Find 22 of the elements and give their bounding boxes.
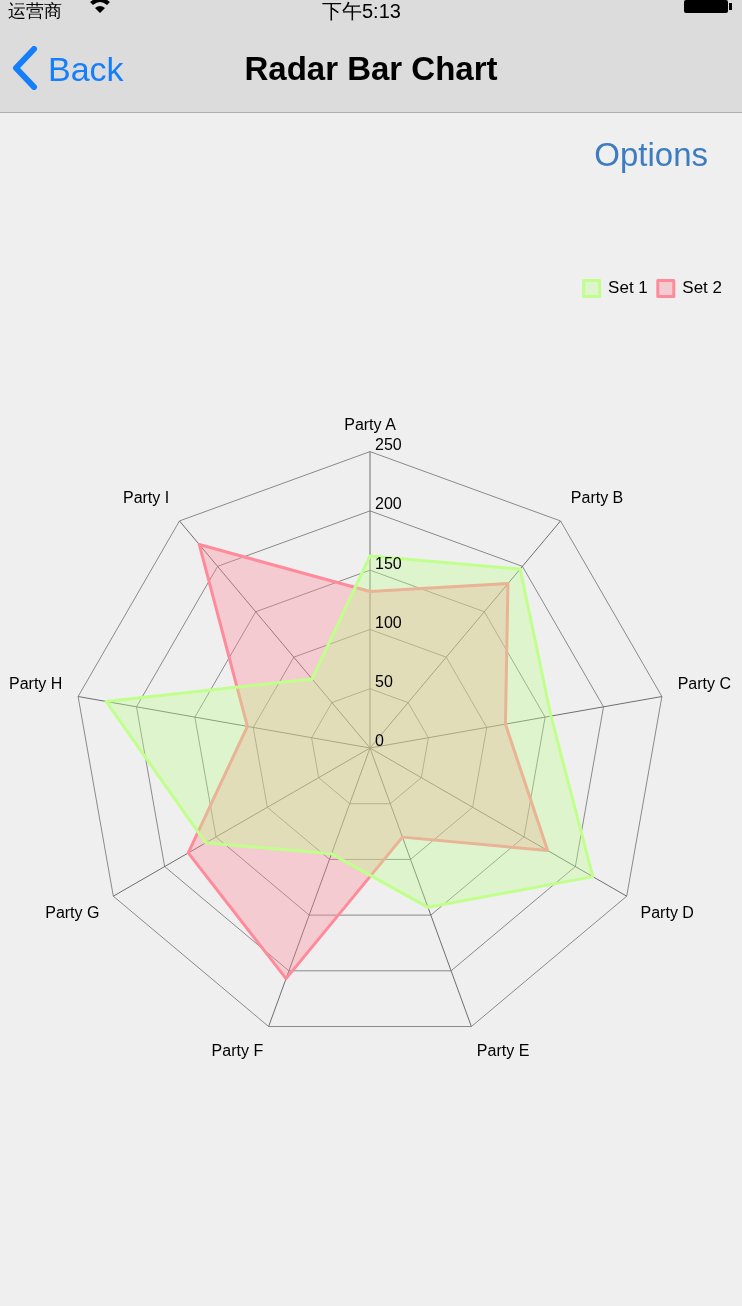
text: Back: [48, 50, 124, 89]
spoke-label: Party G: [45, 904, 100, 922]
text: 运营商: [8, 0, 62, 22]
spoke-label: Party I: [122, 489, 170, 507]
legend-label: Set 1: [608, 278, 648, 298]
y-tick-label: 250: [375, 436, 402, 453]
spoke-label: Party F: [211, 1041, 264, 1059]
y-tick-label: 0: [375, 732, 384, 750]
spoke-label: Party H: [9, 674, 63, 692]
spoke-label: Party C: [677, 674, 731, 692]
spoke-label: Party A: [344, 416, 397, 434]
y-tick-label: 50: [375, 673, 393, 691]
y-tick-label: 150: [375, 554, 402, 572]
text: 下午5:13: [322, 0, 401, 22]
chart-title: Radar Bar Chart: [244, 50, 498, 87]
text: Options: [594, 136, 708, 174]
y-tick-label: 200: [375, 495, 402, 513]
spoke-label: Party D: [640, 904, 694, 922]
y-tick-label: 100: [375, 613, 402, 631]
spoke-label: Party B: [570, 489, 624, 507]
legend-label: Set 2: [682, 278, 723, 298]
spoke-label: Party E: [476, 1041, 530, 1059]
